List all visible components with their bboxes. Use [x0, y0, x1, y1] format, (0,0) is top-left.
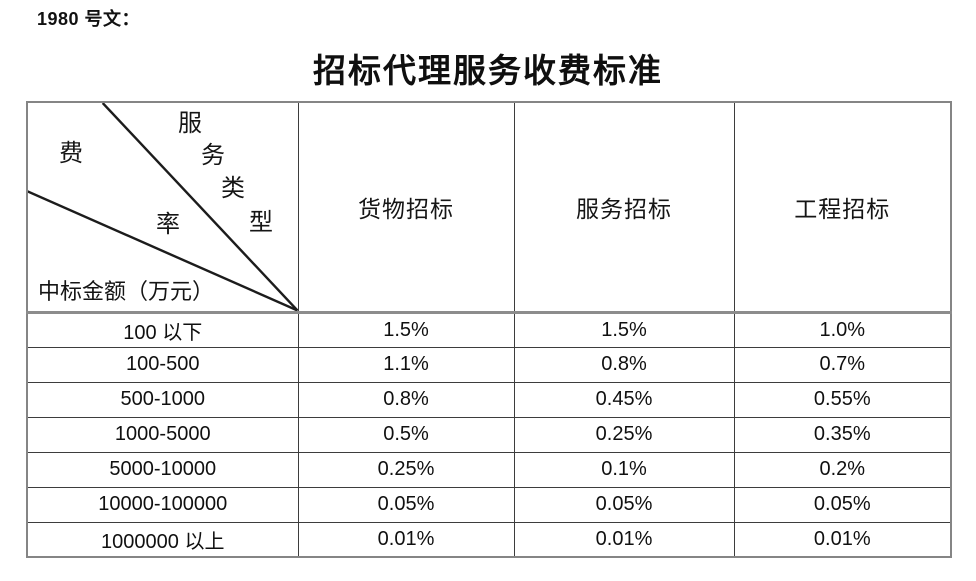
rate-cell: 0.2%	[733, 451, 952, 488]
rate-cell: 0.05%	[297, 486, 515, 523]
corner-service-type-char: 务	[201, 143, 225, 169]
rate-cell: 0.8%	[513, 346, 735, 383]
amount-range-cell: 1000-5000	[26, 416, 299, 453]
rate-cell: 1.5%	[513, 311, 735, 348]
rate-cell: 1.1%	[297, 346, 515, 383]
corner-rate-char: 率	[156, 212, 180, 238]
rate-cell: 1.0%	[733, 311, 952, 348]
rate-cell: 0.01%	[297, 521, 515, 558]
table-row: 100 以下 1.5% 1.5% 1.0%	[26, 311, 952, 348]
amount-range-cell: 100 以下	[26, 311, 299, 348]
table-row: 1000000 以上 0.01% 0.01% 0.01%	[26, 521, 952, 558]
rate-cell: 0.35%	[733, 416, 952, 453]
rate-cell: 0.7%	[733, 346, 952, 383]
column-header-service-bidding: 服务招标	[513, 101, 735, 314]
document-number: 1980 号文：	[37, 9, 141, 29]
amount-range-cell: 5000-10000	[26, 451, 299, 488]
rate-cell: 0.45%	[513, 381, 735, 418]
rate-cell: 1.5%	[297, 311, 515, 348]
rate-cell: 0.01%	[513, 521, 735, 558]
page-title: 招标代理服务收费标准	[313, 54, 663, 90]
table-row: 100-500 1.1% 0.8% 0.7%	[26, 346, 952, 383]
corner-service-type-char: 类	[221, 176, 245, 202]
rate-cell: 0.25%	[297, 451, 515, 488]
header-row: 费 服 务 类 型 率 中标金额（万元） 货物招标 服务招标 工程招标	[26, 101, 952, 314]
corner-service-type-char: 型	[249, 210, 273, 236]
fee-table: 费 服 务 类 型 率 中标金额（万元） 货物招标 服务招标 工程招标 100 …	[26, 101, 952, 558]
rate-cell: 0.1%	[513, 451, 735, 488]
table-row: 10000-100000 0.05% 0.05% 0.05%	[26, 486, 952, 523]
amount-range-cell: 500-1000	[26, 381, 299, 418]
table-row: 1000-5000 0.5% 0.25% 0.35%	[26, 416, 952, 453]
diagonal-divider-lines	[28, 103, 297, 309]
rate-cell: 0.5%	[297, 416, 515, 453]
rate-cell: 0.05%	[733, 486, 952, 523]
table-row: 5000-10000 0.25% 0.1% 0.2%	[26, 451, 952, 488]
amount-range-cell: 100-500	[26, 346, 299, 383]
table-corner-cell: 费 服 务 类 型 率 中标金额（万元）	[26, 101, 299, 314]
rate-cell: 0.8%	[297, 381, 515, 418]
column-header-engineering-bidding: 工程招标	[733, 101, 952, 314]
rate-cell: 0.01%	[733, 521, 952, 558]
amount-range-cell: 10000-100000	[26, 486, 299, 523]
rate-cell: 0.05%	[513, 486, 735, 523]
rate-cell: 0.55%	[733, 381, 952, 418]
corner-service-type-char: 服	[178, 111, 202, 137]
table-row: 500-1000 0.8% 0.45% 0.55%	[26, 381, 952, 418]
column-header-goods-bidding: 货物招标	[297, 101, 515, 314]
amount-range-cell: 1000000 以上	[26, 521, 299, 558]
corner-fee-char: 费	[59, 141, 83, 167]
rate-cell: 0.25%	[513, 416, 735, 453]
corner-amount-label: 中标金额（万元）	[38, 279, 215, 304]
